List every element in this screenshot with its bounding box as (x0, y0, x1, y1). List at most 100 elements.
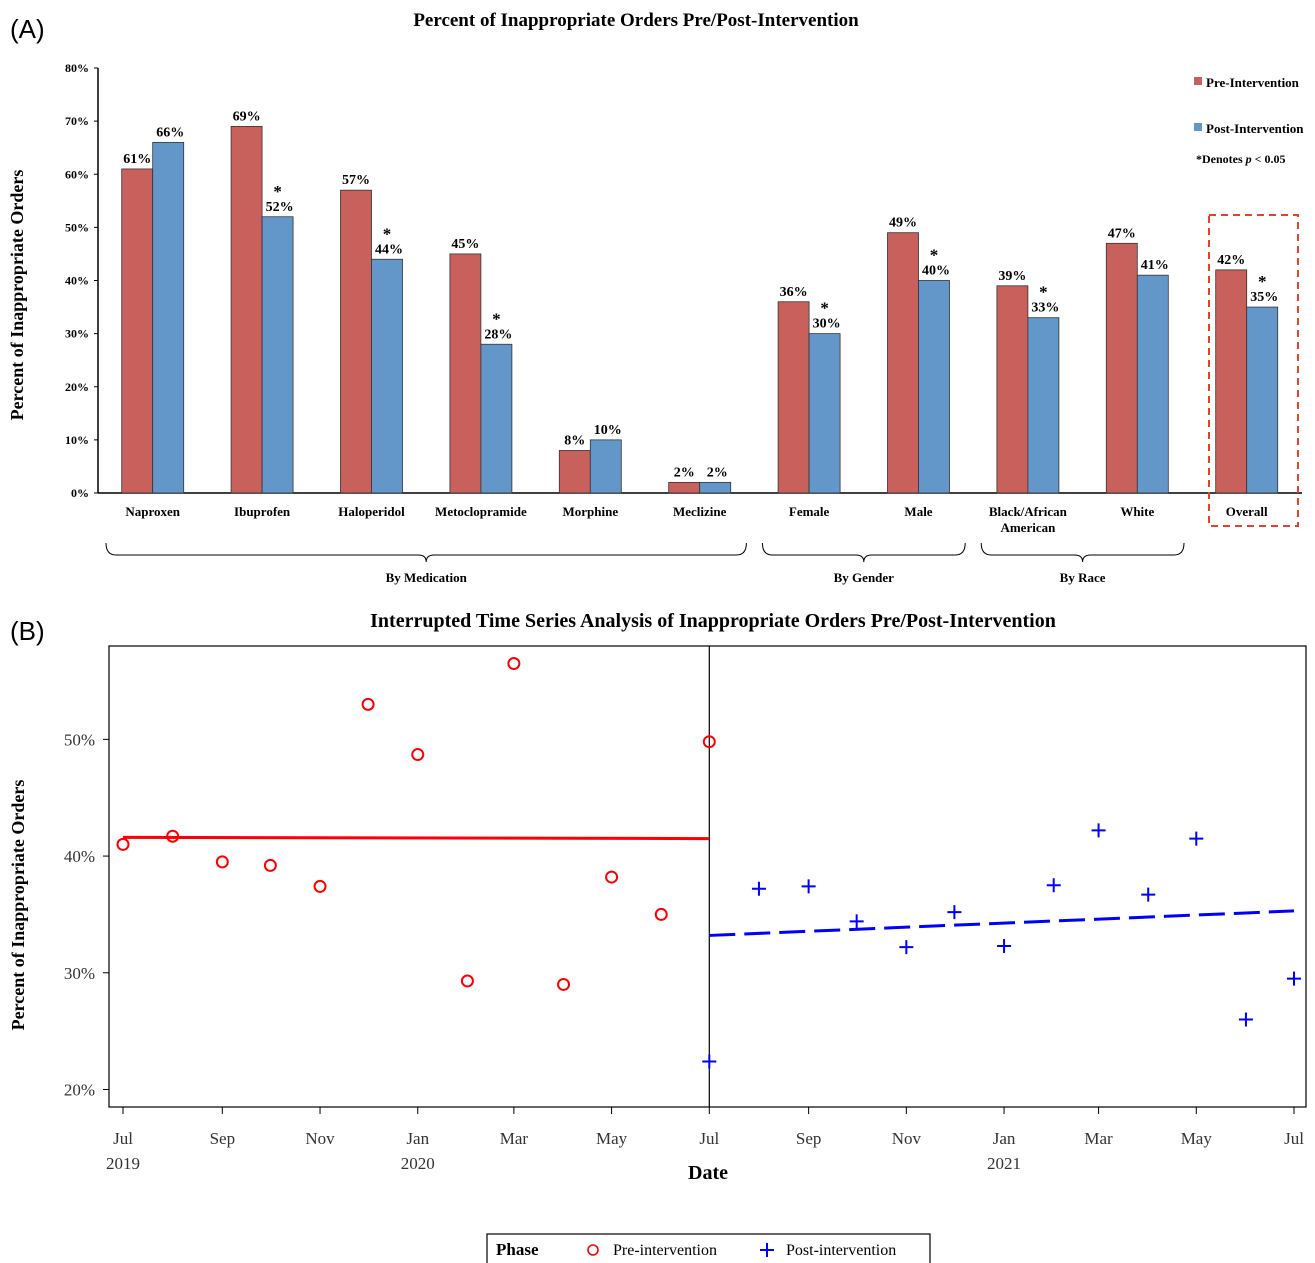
bar-post-value-label: 33% (1031, 301, 1059, 316)
pre-intervention-point (460, 974, 474, 988)
pre-intervention-point (411, 748, 425, 762)
x-category-label: Female (789, 504, 830, 519)
bar-post-value-label: 2% (707, 465, 728, 480)
legend-post-intervention-label: Post-intervention (786, 1242, 896, 1259)
significance-asterisk: * (273, 182, 282, 201)
y-tick-label: 20% (65, 380, 89, 394)
pre-intervention-point (116, 837, 130, 851)
x-tick-year-label: 2019 (106, 1154, 140, 1173)
panel-a-label: (A) (10, 14, 45, 44)
bar-post (480, 343, 513, 494)
y-tick-label: 80% (65, 61, 89, 75)
significance-asterisk: * (820, 299, 829, 318)
bar-pre (887, 232, 919, 494)
post-intervention-point (1046, 878, 1061, 893)
bar-post-value-label: 40% (922, 264, 950, 279)
bar-post (261, 216, 294, 494)
y-tick-label: 40% (64, 847, 95, 866)
bar-pre-value-label: 39% (998, 269, 1026, 284)
bar-post (1246, 306, 1279, 494)
pre-intervention-point (313, 879, 327, 893)
bar-post (1027, 317, 1060, 494)
x-category-label: Ibuprofen (234, 504, 291, 519)
bar-post-value-label: 30% (813, 317, 841, 332)
pre-intervention-point (507, 657, 521, 671)
x-tick-month-label: Sep (796, 1129, 822, 1148)
post-intervention-point (1141, 887, 1156, 902)
post-intervention-point (849, 914, 864, 929)
chart-b-plot-frame (108, 645, 1307, 1108)
panel-b-time-series: (B) Interrupted Time Series Analysis of … (8, 610, 1307, 1263)
significance-asterisk: * (1039, 283, 1048, 302)
x-tick-month-label: Jan (406, 1129, 429, 1148)
chart-b-title: Interrupted Time Series Analysis of Inap… (370, 610, 1056, 632)
bar-pre-value-label: 49% (889, 216, 917, 231)
bar-post (918, 280, 950, 494)
bar-pre (121, 168, 154, 494)
post-intervention-point (997, 938, 1012, 953)
bar-pre-value-label: 57% (342, 173, 370, 188)
bar-pre (668, 481, 701, 494)
y-tick-label: 60% (65, 167, 89, 181)
post-intervention-point (1091, 823, 1106, 838)
bar-post-value-label: 10% (594, 423, 622, 438)
y-tick-label: 20% (64, 1080, 95, 1099)
pre-intervention-point (702, 735, 716, 749)
x-tick-month-label: Jul (699, 1129, 719, 1148)
bar-post (1136, 274, 1169, 494)
x-tick-month-label: May (1181, 1129, 1213, 1148)
bar-pre-value-label: 45% (451, 237, 479, 252)
legend-post-swatch (1194, 123, 1202, 131)
pre-intervention-point (263, 858, 277, 872)
pre-intervention-point (605, 870, 619, 884)
x-tick-month-label: Mar (1084, 1129, 1113, 1148)
group-brace (980, 542, 1185, 563)
y-tick-label: 30% (64, 964, 95, 983)
legend-pre-marker (587, 1244, 599, 1256)
post-intervention-point (947, 905, 962, 920)
x-category-label: Overall (1226, 504, 1268, 519)
bar-pre-value-label: 2% (674, 465, 695, 480)
chart-a-y-axis-label: Percent of Inappropriate Orders (7, 170, 27, 421)
y-tick-label: 40% (65, 274, 89, 288)
post-intervention-point (1189, 831, 1204, 846)
legend-pre-intervention-label: Pre-intervention (613, 1242, 717, 1259)
bar-pre-value-label: 69% (233, 109, 261, 124)
bar-post-value-label: 44% (375, 242, 403, 257)
y-tick-label: 10% (65, 433, 89, 447)
pre-intervention-point (654, 907, 668, 921)
chart-a-title: Percent of Inappropriate Orders Pre/Post… (413, 10, 859, 31)
chart-b-y-axis-label: Percent of Inappropriate Orders (8, 780, 28, 1031)
x-category-label: White (1120, 504, 1154, 519)
chart-b-x-axis-label: Date (688, 1162, 728, 1184)
bar-post-value-label: 35% (1250, 290, 1278, 305)
legend-pre-swatch (1194, 77, 1202, 85)
x-tick-month-label: Jul (1284, 1129, 1304, 1148)
x-category-label: Morphine (562, 504, 618, 519)
trend-line-pre (122, 835, 710, 841)
bar-post (371, 258, 403, 494)
bar-pre-value-label: 8% (564, 434, 585, 449)
trend-line-post (709, 909, 1295, 937)
bar-pre (1215, 269, 1248, 494)
significance-asterisk: * (492, 309, 501, 328)
bar-pre-value-label: 36% (780, 285, 808, 300)
y-tick-label: 30% (65, 327, 89, 341)
bar-pre (1105, 242, 1138, 494)
overall-highlight-box (1208, 214, 1299, 527)
x-tick-month-label: Jul (113, 1129, 133, 1148)
x-category-label: Haloperidol (338, 504, 405, 519)
group-label: By Gender (834, 570, 895, 585)
chart-b-legend: Phase Pre-intervention Post-intervention (486, 1233, 931, 1263)
bar-pre-value-label: 47% (1108, 226, 1136, 241)
pre-intervention-point (557, 977, 571, 991)
significance-asterisk: * (1258, 272, 1267, 291)
bar-pre (449, 253, 482, 494)
bar-pre-value-label: 42% (1217, 253, 1245, 268)
x-category-label: Male (904, 504, 932, 519)
pre-intervention-point (166, 829, 180, 843)
x-category-label: Black/African (989, 504, 1068, 519)
group-label: By Race (1060, 570, 1106, 585)
x-tick-month-label: Nov (305, 1129, 335, 1148)
